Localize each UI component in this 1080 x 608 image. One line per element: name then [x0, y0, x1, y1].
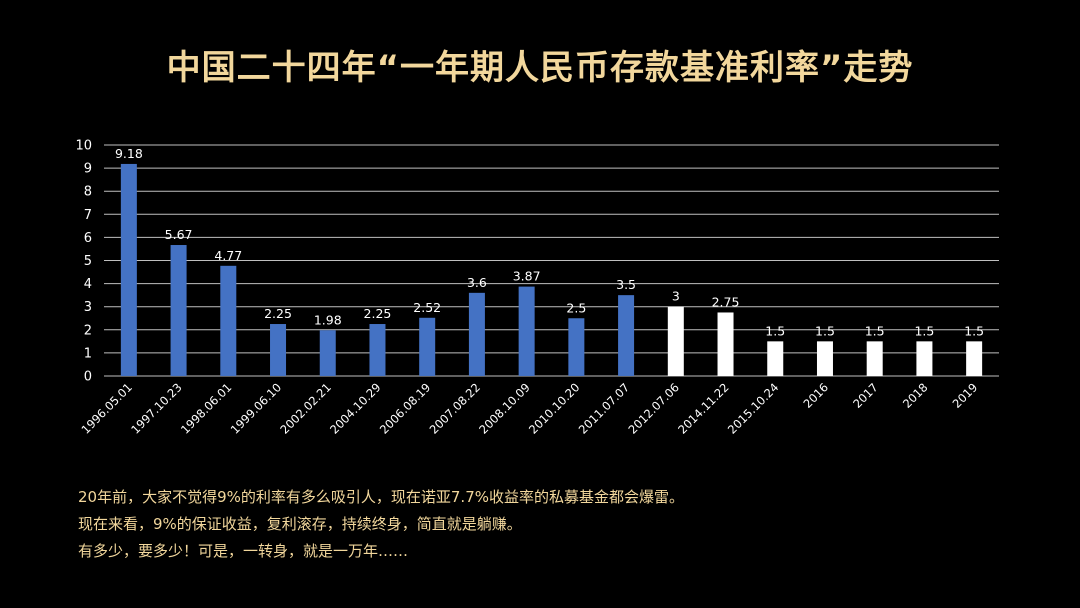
bar — [816, 341, 833, 376]
y-tick-label: 7 — [84, 208, 92, 223]
note-line: 20年前，大家不觉得9%的利率有多么吸引人，现在诺亚7.7%收益率的私募基金都会… — [78, 488, 684, 506]
y-tick-label: 5 — [84, 254, 92, 269]
data-label: 3.87 — [513, 269, 541, 284]
x-tick-label: 2015.10.24 — [725, 380, 781, 436]
y-tick-label: 9 — [84, 162, 92, 177]
y-tick-label: 8 — [84, 185, 92, 200]
bar — [717, 312, 734, 376]
x-tick-label: 2002.02.21 — [277, 380, 333, 436]
bar-chart: 0 1 2 3 4 5 6 7 8 9 10 9.18 1996.05.01 5.67 1997.10.23… — [75, 139, 999, 437]
bar — [618, 295, 635, 376]
x-tick-label: 1999.06.10 — [228, 380, 284, 436]
y-tick-label: 6 — [84, 231, 92, 246]
x-tick-label: 1998.06.01 — [178, 380, 234, 436]
bar — [419, 317, 436, 376]
data-label: 1.5 — [914, 323, 934, 338]
data-label: 2.52 — [413, 300, 441, 315]
x-tick-label: 2017 — [850, 380, 881, 411]
x-tick-label: 2010.10.20 — [526, 380, 582, 436]
data-label: 2.25 — [364, 306, 392, 321]
x-tick-label: 2014.11.22 — [675, 380, 731, 436]
bar — [667, 306, 684, 376]
data-label: 1.5 — [815, 323, 835, 338]
data-label: 3.5 — [616, 277, 636, 292]
bar — [120, 163, 137, 376]
bar — [270, 324, 287, 376]
page-title: 中国二十四年“一年期人民币存款基准利率”走势 — [166, 48, 914, 88]
bar — [518, 286, 535, 376]
data-label: 2.75 — [712, 294, 740, 309]
x-tick-label: 2019 — [950, 380, 981, 411]
bar — [568, 318, 585, 376]
x-tick-label: 2011.07.07 — [576, 380, 632, 436]
bar — [170, 245, 187, 376]
y-tick-label: 10 — [75, 139, 92, 154]
data-label: 4.77 — [214, 248, 242, 263]
bar — [767, 341, 784, 376]
data-label: 1.98 — [314, 312, 342, 327]
bar — [220, 265, 237, 376]
x-tick-label: 2006.08.19 — [377, 380, 433, 436]
x-tick-label: 2007.08.22 — [427, 380, 483, 436]
data-label: 9.18 — [115, 146, 143, 161]
y-tick-label: 4 — [84, 277, 92, 292]
x-tick-label: 1996.05.01 — [79, 380, 135, 436]
x-tick-label: 1997.10.23 — [128, 380, 184, 436]
notes: 20年前，大家不觉得9%的利率有多么吸引人，现在诺亚7.7%收益率的私募基金都会… — [78, 484, 684, 565]
bar — [369, 324, 386, 376]
data-label: 1.5 — [865, 323, 885, 338]
note-line: 有多少，要多少！可是，一转身，就是一万年…… — [78, 542, 409, 560]
data-label: 5.67 — [165, 227, 193, 242]
y-tick-label: 3 — [84, 300, 92, 315]
data-label: 1.5 — [765, 323, 785, 338]
y-tick-label: 2 — [84, 323, 92, 338]
x-tick-label: 2012.07.06 — [625, 380, 681, 436]
data-label: 2.25 — [264, 306, 292, 321]
note-line: 现在来看，9%的保证收益，复利滚存，持续终身，简直就是躺赚。 — [78, 515, 522, 533]
bar — [319, 330, 336, 376]
y-tick-label: 1 — [84, 346, 92, 361]
bar — [916, 341, 933, 376]
data-label: 1.5 — [964, 323, 984, 338]
x-tick-label: 2004.10.29 — [327, 380, 383, 436]
data-label: 3 — [672, 289, 680, 304]
bar — [966, 341, 983, 376]
bar — [468, 292, 485, 376]
bar — [866, 341, 883, 376]
x-tick-label: 2018 — [900, 380, 931, 411]
x-tick-label: 2008.10.09 — [476, 380, 532, 436]
x-tick-label: 2016 — [800, 380, 831, 411]
data-label: 2.5 — [566, 300, 586, 315]
data-label: 3.6 — [467, 275, 487, 290]
y-tick-label: 0 — [84, 370, 92, 385]
